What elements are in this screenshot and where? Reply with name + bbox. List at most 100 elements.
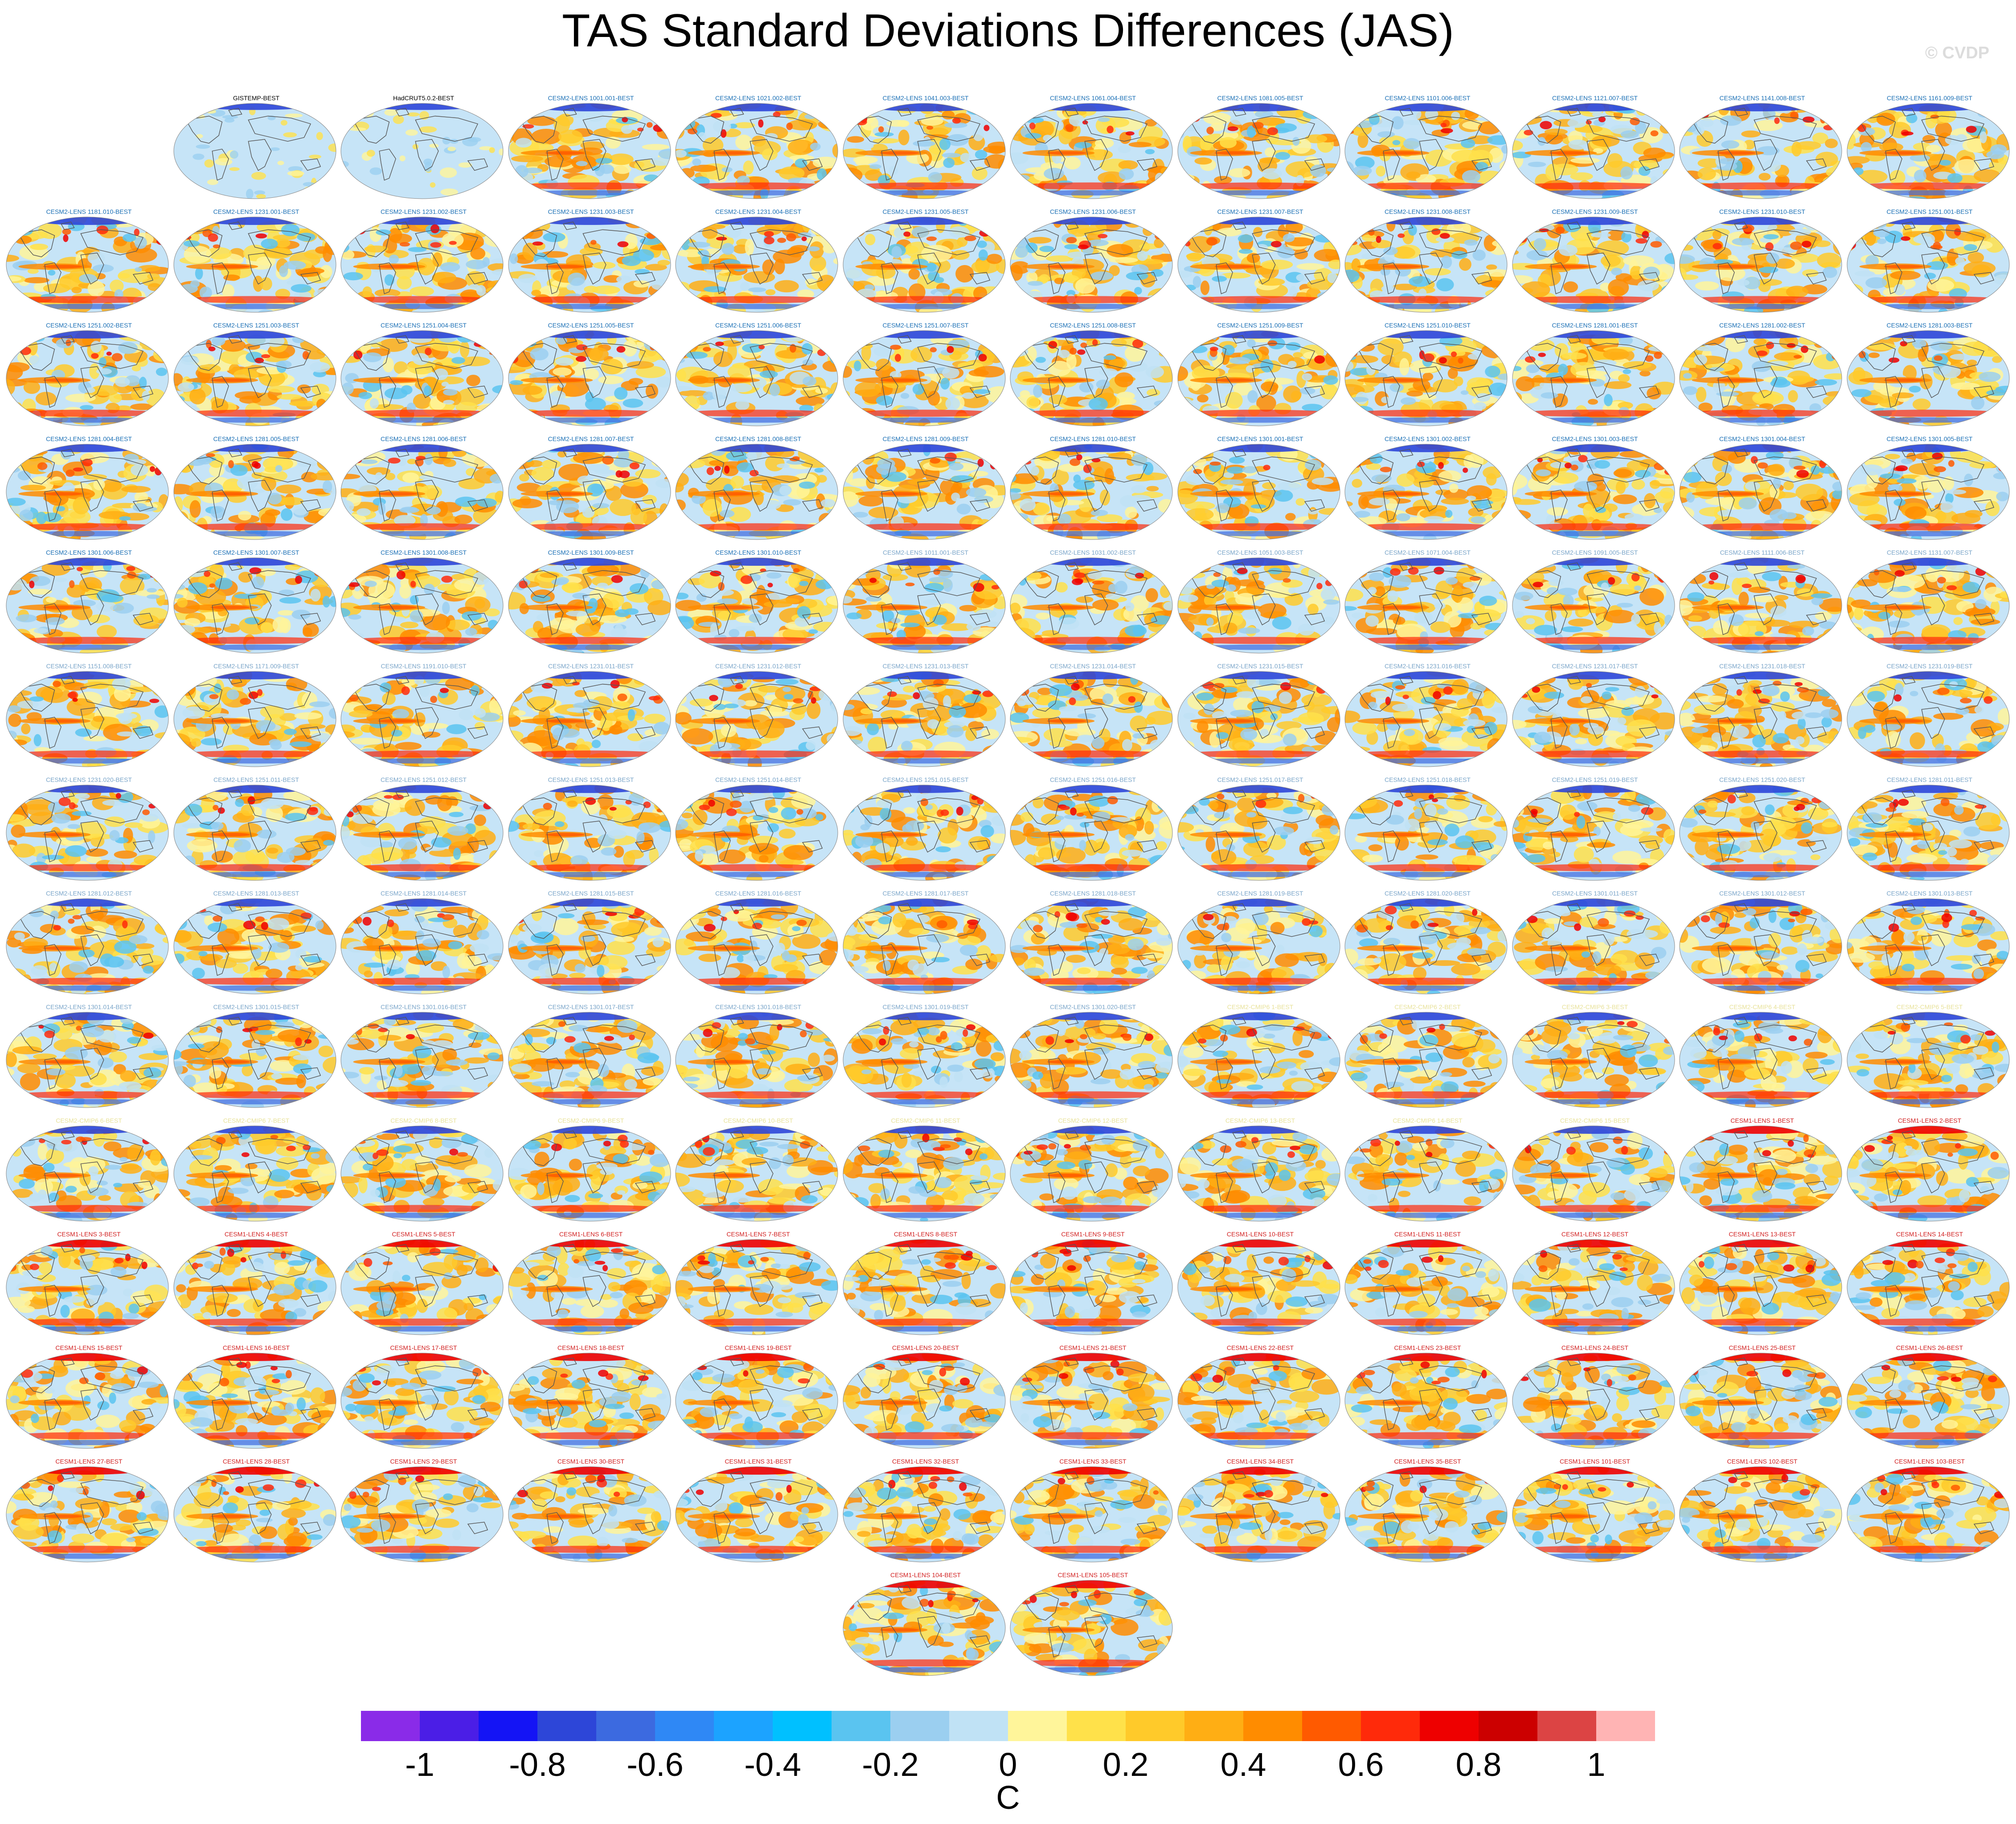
panel-title: CESM2-LENS 1281.019-BEST: [1217, 890, 1303, 897]
panel-title: CESM1-LENS 17-BEST: [390, 1344, 457, 1351]
panel-title: CESM2-LENS 1301.015-BEST: [213, 1003, 299, 1010]
map-panel: CESM2-LENS 1281.006-BEST: [340, 435, 507, 549]
robinson-globe-map: [508, 103, 671, 199]
robinson-globe-map: [675, 103, 838, 199]
panel-title: CESM2-LENS 1281.008-BEST: [715, 435, 801, 442]
panel-title: CESM2-LENS 1251.005-BEST: [548, 322, 634, 329]
robinson-globe-map: [1512, 1353, 1675, 1449]
colorbar-segment: [949, 1711, 1008, 1741]
robinson-globe-map: [6, 217, 169, 313]
robinson-globe-map: [6, 1125, 169, 1222]
map-panel: CESM2-LENS 1281.001-BEST: [1512, 322, 1679, 435]
robinson-globe-map: [1512, 898, 1675, 994]
robinson-globe-map: [173, 898, 336, 994]
robinson-globe-map: [1679, 1125, 1842, 1222]
robinson-globe-map: [1010, 217, 1173, 313]
map-panel: CESM2-LENS 1301.015-BEST: [173, 1003, 340, 1117]
panel-title: CESM1-LENS 28-BEST: [222, 1458, 290, 1465]
map-panel: CESM1-LENS 13-BEST: [1679, 1231, 1846, 1344]
map-panel: CESM2-LENS 1301.008-BEST: [340, 549, 507, 663]
panel-title: CESM2-LENS 1301.013-BEST: [1886, 890, 1973, 897]
colorbar-segment: [1479, 1711, 1538, 1741]
robinson-globe-map: [1344, 1012, 1508, 1108]
robinson-globe-map: [1177, 1466, 1340, 1562]
panel-title: CESM2-LENS 1281.003-BEST: [1886, 322, 1973, 329]
colorbar-tick-label: 0.8: [1455, 1746, 1502, 1783]
map-panel: CESM2-CMIP6 7-BEST: [173, 1117, 340, 1231]
panel-title: CESM2-CMIP6 11-BEST: [891, 1117, 960, 1124]
robinson-globe-map: [843, 1239, 1005, 1335]
map-panel: CESM2-LENS 1051.003-BEST: [1177, 549, 1344, 663]
map-panel: CESM1-LENS 5-BEST: [340, 1231, 507, 1344]
panel-title: CESM2-CMIP6 6-BEST: [56, 1117, 122, 1124]
panel-title: CESM2-LENS 1231.016-BEST: [1385, 663, 1471, 670]
map-panel: CESM2-LENS 1191.010-BEST: [340, 663, 507, 776]
map-panel: CESM2-LENS 1301.009-BEST: [508, 549, 675, 663]
map-panel: CESM1-LENS 24-BEST: [1512, 1344, 1679, 1458]
map-panel: CESM2-CMIP6 8-BEST: [340, 1117, 507, 1231]
panel-title: CESM2-LENS 1081.005-BEST: [1217, 94, 1303, 102]
map-panel: CESM2-LENS 1231.002-BEST: [340, 208, 507, 322]
robinson-globe-map: [1010, 1466, 1173, 1562]
map-panel: CESM2-LENS 1231.010-BEST: [1679, 208, 1846, 322]
map-panel: CESM2-LENS 1011.001-BEST: [842, 549, 1009, 663]
robinson-globe-map: [1847, 1353, 2009, 1449]
map-panel: CESM2-LENS 1251.001-BEST: [1846, 208, 2013, 322]
colorbar-tick-label: 1: [1587, 1746, 1606, 1783]
panel-title: CESM1-LENS 15-BEST: [55, 1344, 123, 1351]
robinson-globe-map: [173, 330, 336, 426]
colorbar-segment: [890, 1711, 950, 1741]
robinson-globe-map: [1177, 898, 1340, 994]
robinson-globe-map: [1679, 1239, 1842, 1335]
robinson-globe-map: [173, 1353, 336, 1449]
colorbar-segment: [1596, 1711, 1655, 1741]
panel-title: CESM1-LENS 4-BEST: [224, 1231, 288, 1238]
panel-title: CESM2-LENS 1251.001-BEST: [1886, 208, 1973, 215]
map-panel: CESM1-LENS 25-BEST: [1679, 1344, 1846, 1458]
map-panel: CESM2-LENS 1281.012-BEST: [5, 890, 172, 1003]
panel-title: CESM2-LENS 1301.002-BEST: [1385, 435, 1471, 442]
map-panel: CESM2-LENS 1101.006-BEST: [1344, 94, 1511, 208]
robinson-globe-map: [843, 1466, 1005, 1562]
panel-title: CESM2-LENS 1121.007-BEST: [1552, 94, 1638, 102]
robinson-globe-map: [843, 1353, 1005, 1449]
robinson-globe-map: [1679, 330, 1842, 426]
map-panel: CESM2-LENS 1251.009-BEST: [1177, 322, 1344, 435]
colorbar-tick-label: -0.6: [627, 1746, 684, 1783]
map-panel: CESM1-LENS 35-BEST: [1344, 1458, 1511, 1571]
robinson-globe-map: [675, 1239, 838, 1335]
robinson-globe-map: [675, 671, 838, 767]
robinson-globe-map: [1512, 1239, 1675, 1335]
map-panel: CESM2-CMIP6 14-BEST: [1344, 1117, 1511, 1231]
robinson-globe-map: [340, 1012, 504, 1108]
map-panel: CESM2-CMIP6 11-BEST: [842, 1117, 1009, 1231]
panel-title: CESM1-LENS 20-BEST: [892, 1344, 959, 1351]
panel-title: CESM2-LENS 1001.001-BEST: [548, 94, 634, 102]
robinson-globe-map: [340, 671, 504, 767]
robinson-globe-map: [1177, 671, 1340, 767]
panel-title: CESM2-LENS 1231.011-BEST: [548, 663, 634, 670]
panel-title: CESM2-LENS 1251.009-BEST: [1217, 322, 1303, 329]
panel-title: CESM1-LENS 32-BEST: [892, 1458, 959, 1465]
robinson-globe-map: [675, 1353, 838, 1449]
robinson-globe-map: [340, 898, 504, 994]
map-panel: CESM2-LENS 1181.010-BEST: [5, 208, 172, 322]
robinson-globe-map: [1177, 444, 1340, 540]
robinson-globe-map: [1177, 1125, 1340, 1222]
map-panel: CESM2-LENS 1231.016-BEST: [1344, 663, 1511, 776]
robinson-globe-map: [1679, 671, 1842, 767]
panel-title: CESM2-LENS 1251.013-BEST: [548, 776, 634, 783]
robinson-globe-map: [173, 1125, 336, 1222]
panel-title: CESM2-LENS 1281.006-BEST: [381, 435, 467, 442]
map-panel: CESM2-LENS 1301.020-BEST: [1009, 1003, 1176, 1117]
map-panel: CESM2-LENS 1251.004-BEST: [340, 322, 507, 435]
robinson-globe-map: [1512, 785, 1675, 881]
panel-title: CESM1-LENS 29-BEST: [390, 1458, 457, 1465]
map-panel: CESM1-LENS 19-BEST: [675, 1344, 842, 1458]
map-panel: CESM2-LENS 1251.006-BEST: [675, 322, 842, 435]
colorbar-segment: [1067, 1711, 1126, 1741]
robinson-globe-map: [1679, 1353, 1842, 1449]
robinson-globe-map: [1512, 1125, 1675, 1222]
robinson-globe-map: [6, 444, 169, 540]
map-panel: CESM2-LENS 1061.004-BEST: [1009, 94, 1176, 208]
